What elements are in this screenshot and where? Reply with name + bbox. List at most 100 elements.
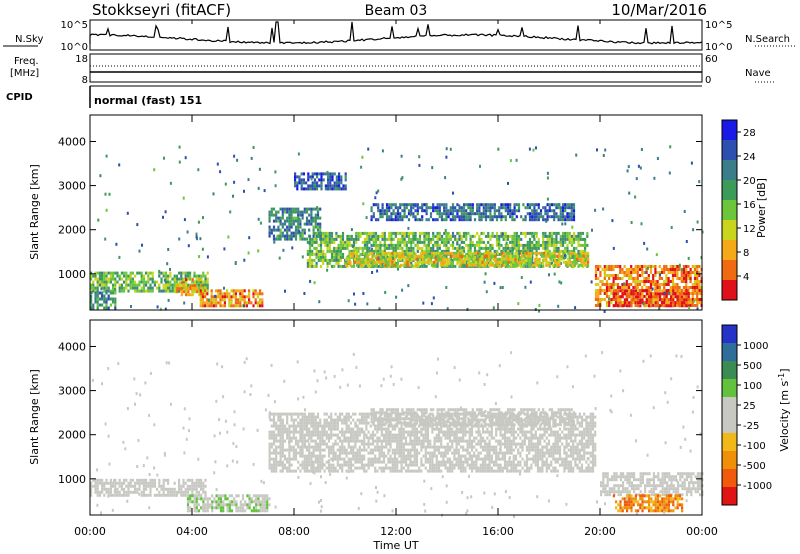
heatmap-cell <box>678 301 681 305</box>
heatmap-cell <box>118 493 121 497</box>
heatmap-cell <box>630 283 633 286</box>
heatmap-cell <box>372 231 375 235</box>
heatmap-cell <box>94 286 97 290</box>
heatmap-cell <box>173 493 176 497</box>
heatmap-cell <box>318 300 321 304</box>
heatmap-cell <box>173 490 176 494</box>
heatmap-cell <box>375 257 378 261</box>
heatmap-cell <box>191 490 194 494</box>
heatmap-cell <box>107 294 110 298</box>
heatmap-cell <box>481 263 484 267</box>
heatmap-cell <box>447 215 450 219</box>
heatmap-cell <box>352 412 355 416</box>
heatmap-cell <box>503 254 506 258</box>
heatmap-cell <box>299 213 302 217</box>
heatmap-cell <box>281 469 284 473</box>
heatmap-cell <box>112 300 115 304</box>
heatmap-cell <box>151 478 154 482</box>
heatmap-cell <box>494 254 497 258</box>
heatmap-cell <box>180 287 183 291</box>
heatmap-cell <box>683 289 686 293</box>
heatmap-cell <box>646 247 649 251</box>
heatmap-cell <box>374 469 377 473</box>
heatmap-cell <box>546 215 549 219</box>
heatmap-cell <box>281 418 284 422</box>
heatmap-cell <box>582 263 585 267</box>
heatmap-cell <box>101 277 104 281</box>
heatmap-cell <box>329 184 332 188</box>
heatmap-cell <box>410 231 413 235</box>
heatmap-cell <box>502 249 505 253</box>
heatmap-cell <box>371 436 375 440</box>
heatmap-cell <box>299 448 302 452</box>
heatmap-cell <box>670 292 673 296</box>
heatmap-cell <box>502 237 505 241</box>
heatmap-cell <box>553 215 556 219</box>
heatmap-cell <box>290 436 293 440</box>
heatmap-cell <box>104 237 107 241</box>
heatmap-cell <box>538 257 541 261</box>
heatmap-cell <box>305 433 309 437</box>
heatmap-cell <box>542 231 545 235</box>
heatmap-cell <box>477 251 480 255</box>
heatmap-cell <box>385 209 389 213</box>
heatmap-cell <box>404 463 408 467</box>
heatmap-cell <box>335 234 338 238</box>
heatmap-cell <box>345 460 348 464</box>
heatmap-cell <box>676 271 679 274</box>
heatmap-cell <box>164 280 167 284</box>
heatmap-cell <box>217 301 220 305</box>
heatmap-cell <box>584 251 587 255</box>
heatmap-cell <box>345 439 348 443</box>
heatmap-cell <box>92 280 95 284</box>
heatmap-cell <box>405 246 408 250</box>
heatmap-cell <box>390 231 393 235</box>
heatmap-cell <box>414 215 417 219</box>
heatmap-cell <box>294 210 298 214</box>
heatmap-cell <box>337 234 340 238</box>
heatmap-cell <box>612 246 615 250</box>
heatmap-cell <box>644 271 647 274</box>
heatmap-cell <box>308 222 311 226</box>
heatmap-cell <box>698 274 701 277</box>
heatmap-cell <box>378 466 381 470</box>
heatmap-cell <box>171 289 174 293</box>
heatmap-cell <box>407 457 410 461</box>
heatmap-cell <box>125 277 128 281</box>
heatmap-cell <box>367 263 370 267</box>
heatmap-cell <box>332 421 335 425</box>
heatmap-cell <box>482 246 485 250</box>
heatmap-cell <box>599 274 602 277</box>
heatmap-cell <box>288 433 291 437</box>
heatmap-cell <box>619 277 622 280</box>
heatmap-cell <box>164 478 167 482</box>
heatmap-cell <box>387 457 390 461</box>
heatmap-cell <box>347 460 350 464</box>
heatmap-cell <box>316 454 320 458</box>
heatmap-cell <box>548 234 551 238</box>
heatmap-cell <box>92 484 95 488</box>
heatmap-cell <box>671 286 675 289</box>
heatmap-cell <box>432 234 435 238</box>
heatmap-cell <box>421 206 424 210</box>
heatmap-cell <box>101 274 104 278</box>
heatmap-cell <box>171 487 174 491</box>
heatmap-cell <box>382 457 386 461</box>
heatmap-cell <box>430 260 433 264</box>
heatmap-cell <box>193 274 196 278</box>
heatmap-cell <box>347 439 350 443</box>
heatmap-cell <box>386 260 389 264</box>
heatmap-cell <box>345 451 348 455</box>
heatmap-cell <box>597 265 600 268</box>
heatmap-cell <box>521 254 524 258</box>
heatmap-cell <box>140 478 143 482</box>
heatmap-cell <box>427 237 430 241</box>
heatmap-cell <box>294 469 298 473</box>
heatmap-cell <box>605 292 609 295</box>
heatmap-cell <box>151 271 154 275</box>
heatmap-cell <box>656 271 659 274</box>
heatmap-cell <box>412 206 415 210</box>
heatmap-cell <box>484 249 488 253</box>
heatmap-cell <box>603 298 606 301</box>
heatmap-cell <box>160 271 163 275</box>
